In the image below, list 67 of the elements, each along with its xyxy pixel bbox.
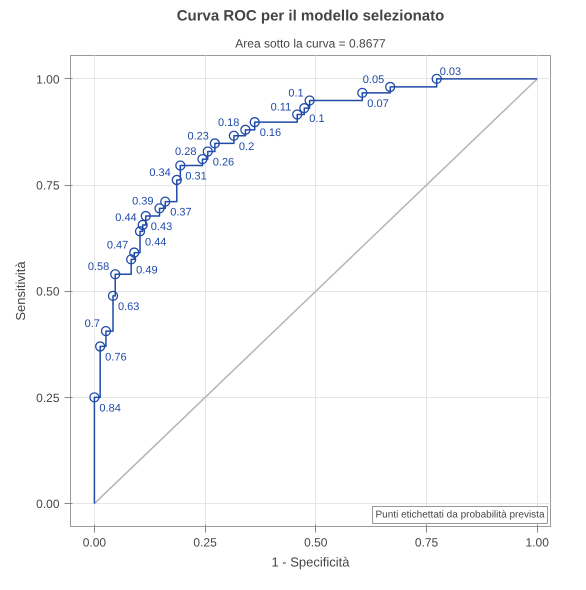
annotation: 0.7 — [84, 318, 100, 330]
point — [432, 74, 442, 84]
annotation: Punti etichettati da probabilità prevista — [376, 510, 545, 520]
annotation: 0.58 — [88, 261, 110, 274]
y-tick-label: 0.00 — [36, 497, 60, 512]
x-tick-label: 0.00 — [82, 536, 106, 550]
point — [140, 210, 151, 222]
annotation: 0.43 — [150, 221, 172, 234]
annotation: 0.37 — [170, 206, 192, 219]
point — [250, 117, 260, 128]
point — [357, 88, 368, 98]
y-axis-title: Sensitività — [13, 260, 28, 321]
annotation: 0.84 — [99, 402, 121, 414]
annotation: 0.18 — [218, 116, 240, 129]
annotation: 0.63 — [118, 300, 140, 313]
annotation: 0.2 — [238, 140, 254, 153]
point — [202, 146, 213, 157]
point — [210, 138, 220, 149]
chart-title: Curva ROC per il modello selezionato — [176, 8, 444, 24]
annotation: 0.49 — [136, 264, 158, 276]
point — [110, 269, 120, 280]
x-axis-title: 1 - Specificità — [271, 554, 350, 570]
point — [385, 82, 396, 92]
point — [197, 154, 208, 164]
point — [134, 226, 146, 236]
annotation: 0.16 — [260, 127, 282, 140]
point — [89, 392, 100, 403]
point — [126, 254, 136, 264]
y-tick-label: 1.00 — [36, 72, 60, 86]
chart-subtitle: Area sotto la curva = 0.8677 — [235, 36, 386, 50]
point — [129, 247, 140, 258]
annotation: 0.44 — [115, 212, 137, 224]
annotation: 0.1 — [309, 113, 325, 126]
point — [292, 109, 302, 120]
annotation: 0.44 — [145, 236, 166, 248]
annotation: 0.1 — [288, 88, 304, 100]
point — [100, 326, 112, 336]
annotation: 0.76 — [105, 351, 127, 364]
point — [154, 203, 165, 214]
x-tick-label: 0.75 — [414, 536, 439, 550]
annotation: 0.07 — [367, 98, 389, 110]
annotation: 0.05 — [362, 74, 384, 86]
point — [172, 174, 182, 186]
point — [138, 220, 148, 230]
x-tick-label: 0.50 — [304, 536, 328, 550]
annotation: 0.47 — [106, 240, 128, 252]
annotation: 0.31 — [185, 170, 207, 182]
x-tick-label: 0.25 — [193, 536, 218, 550]
point — [175, 160, 186, 171]
y-tick-label: 0.50 — [36, 284, 60, 299]
annotation: 0.28 — [175, 146, 196, 158]
annotation: 0.23 — [187, 130, 209, 142]
point — [108, 290, 118, 302]
point — [95, 341, 106, 352]
point — [160, 196, 170, 207]
annotation: 0.26 — [212, 156, 234, 168]
point — [304, 95, 315, 106]
annotation: 0.39 — [132, 195, 154, 208]
point — [299, 103, 310, 114]
annotation: 0.11 — [270, 102, 292, 114]
annotation: 0.34 — [149, 166, 171, 179]
annotation: 0.03 — [440, 66, 462, 78]
y-tick-label: 0.75 — [36, 178, 60, 193]
point — [228, 130, 240, 141]
y-tick-label: 0.25 — [36, 390, 60, 405]
x-tick-label: 1.00 — [526, 536, 550, 550]
point — [240, 124, 251, 135]
